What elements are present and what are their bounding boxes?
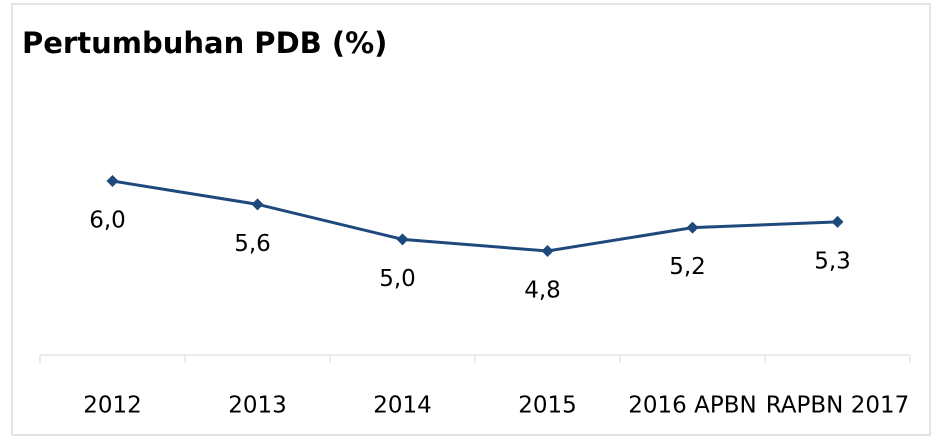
data-label: 5,6 <box>234 231 271 257</box>
marker <box>106 175 119 187</box>
chart-title: Pertumbuhan PDB (%) <box>22 26 387 60</box>
marker <box>251 198 264 211</box>
marker <box>686 221 699 234</box>
data-label: 5,3 <box>814 248 851 274</box>
marker <box>396 233 409 246</box>
x-tick-label: RAPBN 2017 <box>766 393 909 419</box>
data-label: 4,8 <box>524 278 561 304</box>
data-label: 5,0 <box>379 266 416 292</box>
x-tick-label: 2016 APBN <box>628 393 756 419</box>
line <box>112 179 838 253</box>
data-label: 6,0 <box>89 208 126 234</box>
data-label: 5,2 <box>669 254 706 280</box>
x-tick-label: 2012 <box>83 393 142 419</box>
chart-frame <box>11 3 931 436</box>
marker <box>831 215 844 228</box>
x-tick-label: 2014 <box>373 393 432 419</box>
x-tick-label: 2015 <box>518 393 577 419</box>
marker <box>541 245 554 257</box>
x-tick-label: 2013 <box>228 393 287 419</box>
